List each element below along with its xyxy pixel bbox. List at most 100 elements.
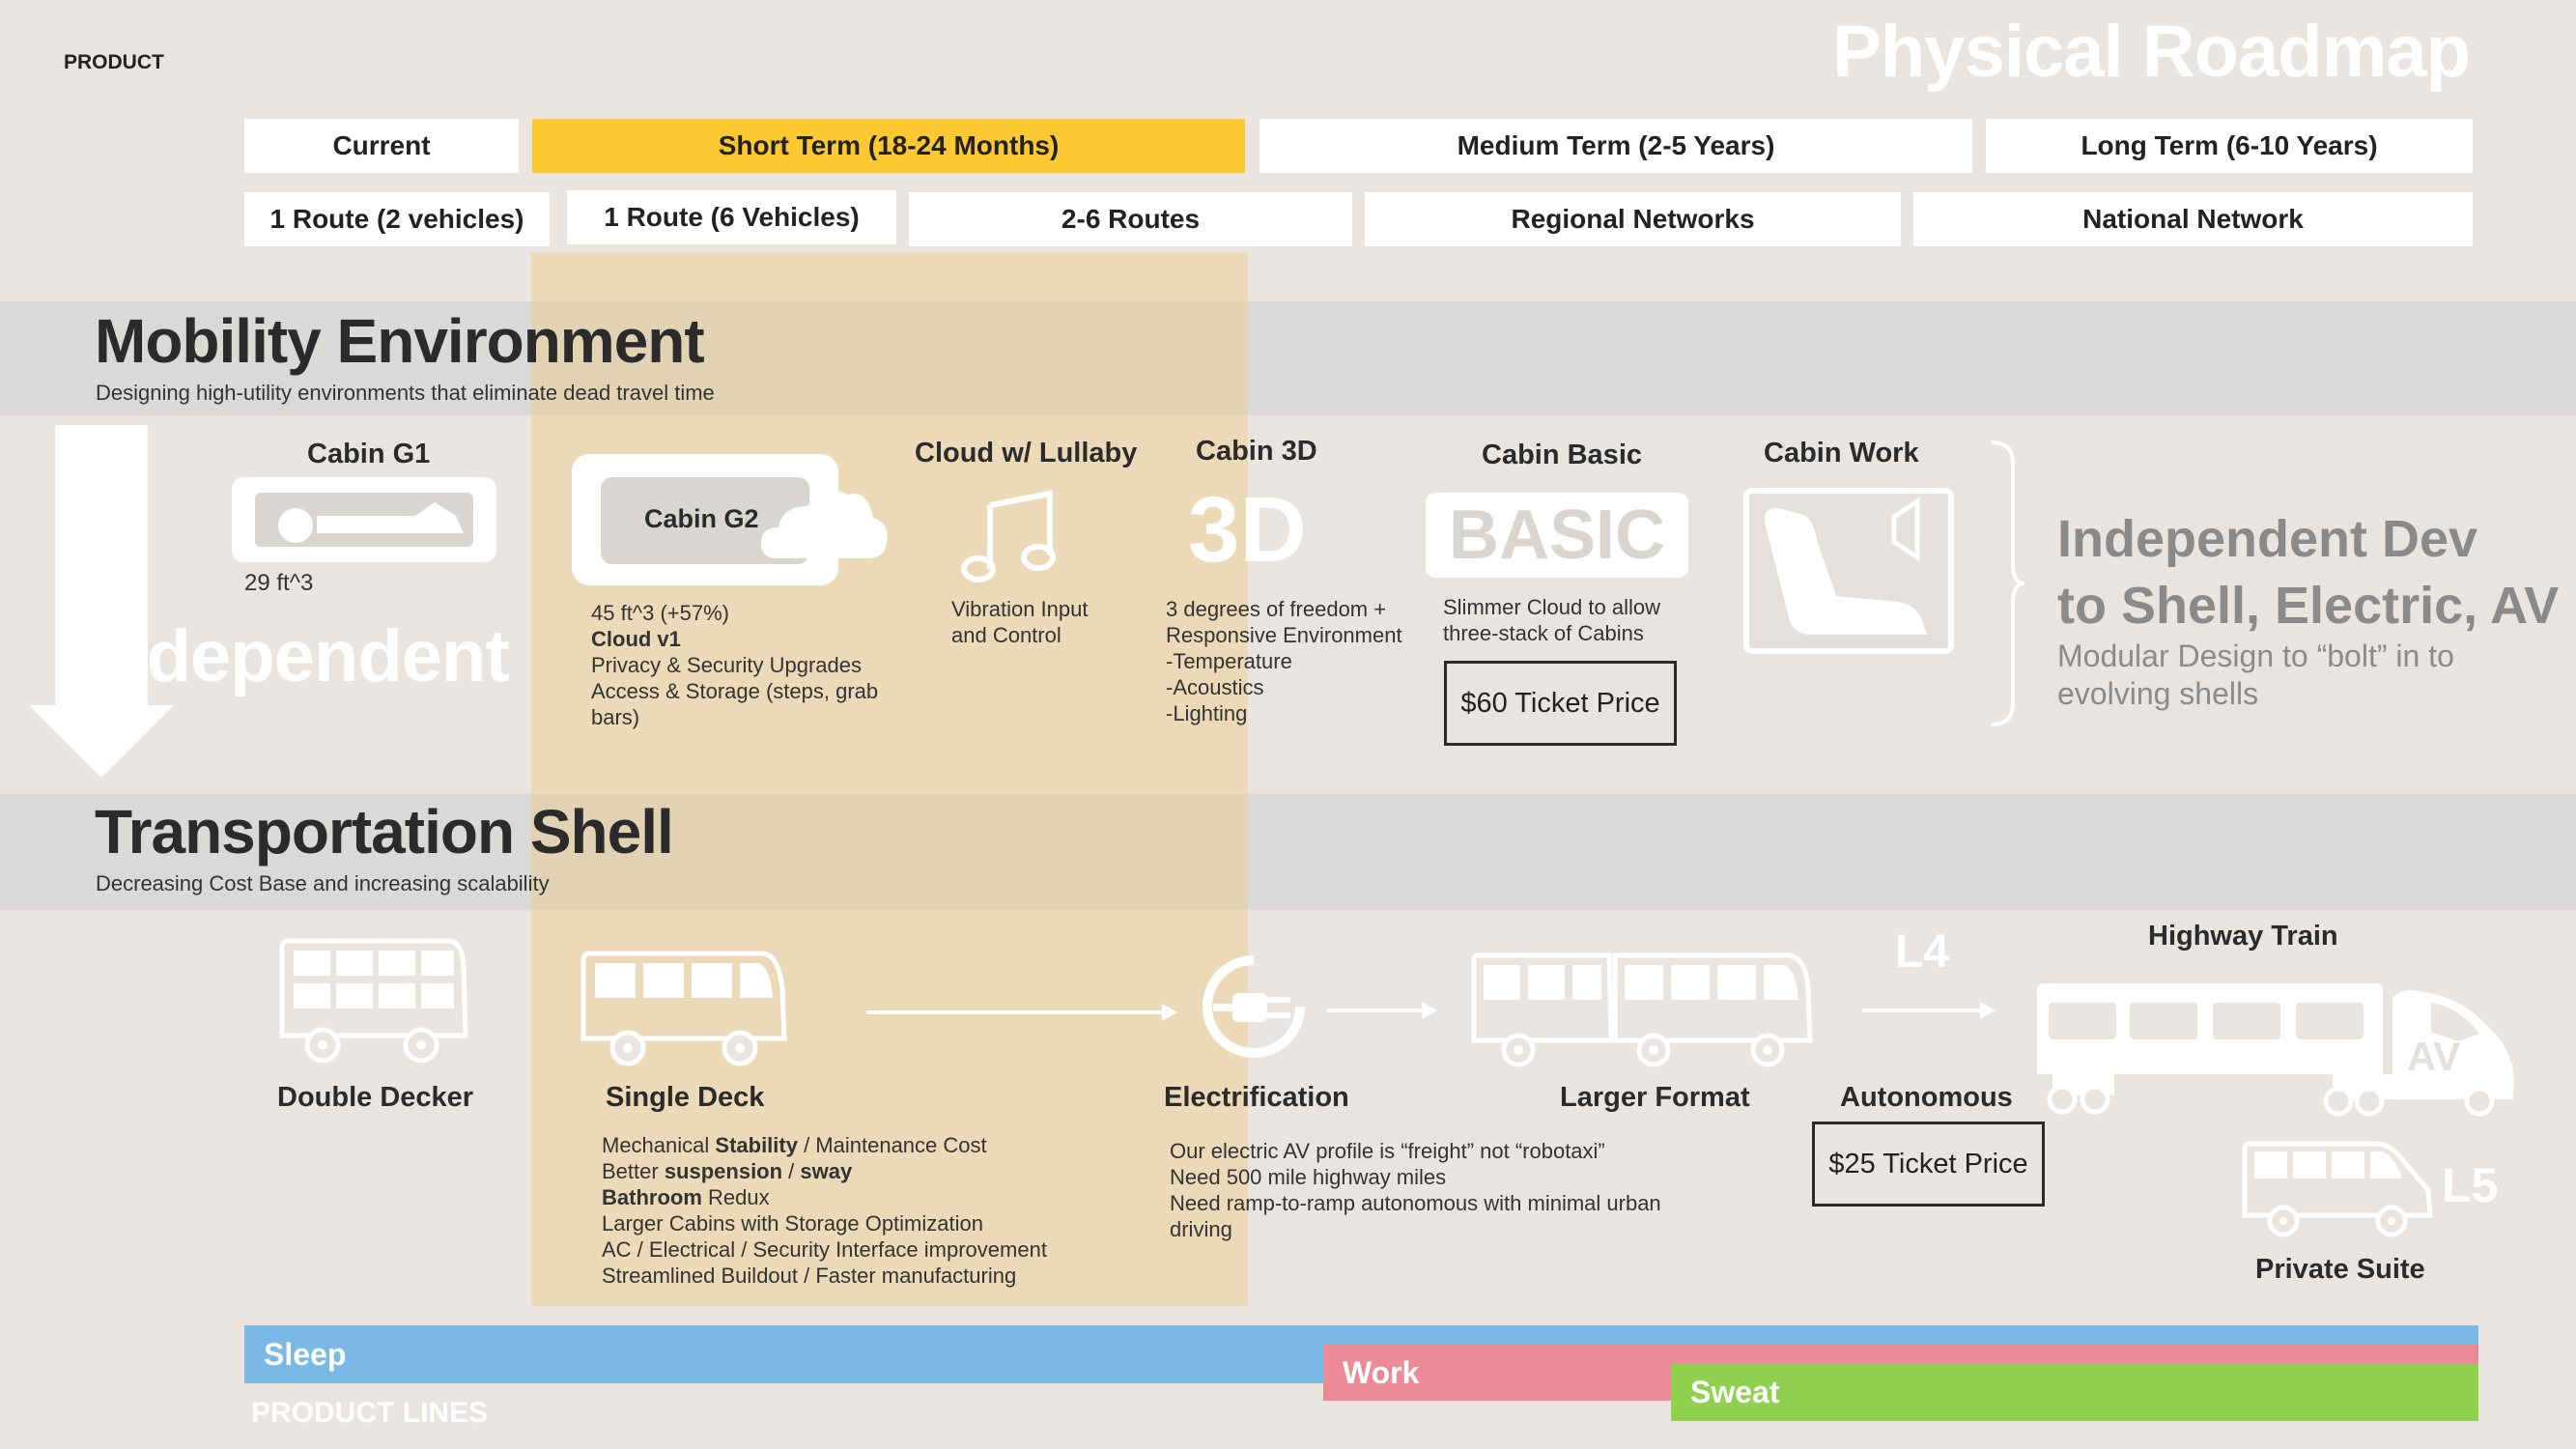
single-deck-bus-icon xyxy=(580,951,787,1066)
electrification-line1: Our electric AV profile is “freight” not… xyxy=(1170,1139,1605,1163)
seat-icon xyxy=(1743,488,1954,654)
route-5: National Network xyxy=(1913,192,2473,246)
shell-band xyxy=(0,794,2576,910)
cabin-basic-details: Slimmer Cloud to allow three-stack of Ca… xyxy=(1443,594,1660,646)
cabin-3d-line2: Responsive Environment xyxy=(1166,623,1402,647)
product-lines-label: PRODUCT LINES xyxy=(251,1397,489,1429)
autonomous-price: $25 Ticket Price xyxy=(1812,1122,2045,1207)
sweat-line: Sweat xyxy=(1671,1364,2478,1421)
sd-l1a: Mechanical xyxy=(602,1133,716,1157)
double-decker-bus-icon xyxy=(279,938,468,1064)
autonomous-label: Autonomous xyxy=(1840,1082,2013,1113)
av-label: AV xyxy=(2407,1034,2461,1079)
sd-l2d: sway xyxy=(800,1159,853,1183)
arrow-right-icon-3 xyxy=(1862,1002,1996,1019)
highway-train-label: Highway Train xyxy=(2148,921,2338,952)
term-current: Current xyxy=(244,119,519,173)
lullaby-details: Vibration Input and Control xyxy=(951,596,1088,648)
larger-format-label: Larger Format xyxy=(1560,1082,1750,1113)
independent-dev-line1: Independent Dev xyxy=(2057,510,2478,568)
mobility-band xyxy=(0,301,2576,415)
cabin-3d-line1: 3 degrees of freedom + xyxy=(1166,597,1387,621)
cabin-basic-line2: three-stack of Cabins xyxy=(1443,621,1644,645)
private-suite-label: Private Suite xyxy=(2255,1254,2425,1285)
term-short: Short Term (18-24 Months) xyxy=(532,119,1245,173)
product-label: PRODUCT xyxy=(64,51,164,73)
independent-word: Independent xyxy=(83,615,510,697)
sd-l2b: suspension xyxy=(664,1159,783,1183)
lullaby-line1: Vibration Input xyxy=(951,597,1089,621)
shell-title: Transportation Shell xyxy=(95,797,674,867)
sd-l3a: Bathroom xyxy=(602,1185,702,1209)
down-arrow-icon xyxy=(29,425,174,778)
independent-dev-line2: to Shell, Electric, AV xyxy=(2057,577,2560,635)
short-term-highlight xyxy=(531,253,1248,1306)
cabin-basic-icon: BASIC xyxy=(1426,493,1688,578)
private-suite-van-icon xyxy=(2242,1141,2433,1237)
electrification-label: Electrification xyxy=(1164,1082,1349,1113)
arrow-right-icon xyxy=(866,1004,1177,1021)
cabin-g1-label: Cabin G1 xyxy=(307,439,431,469)
route-3: 2-6 Routes xyxy=(909,192,1352,246)
cabin-g1-size: 29 ft^3 xyxy=(244,570,314,596)
music-note-icon xyxy=(961,490,1056,582)
sd-l1c: / Maintenance Cost xyxy=(797,1133,987,1157)
route-2: 1 Route (6 Vehicles) xyxy=(567,190,896,244)
cabin-g2-line3: bars) xyxy=(591,705,640,729)
electrification-details: Our electric AV profile is “freight” not… xyxy=(1170,1138,1661,1242)
l5-label: L5 xyxy=(2442,1158,2499,1212)
highway-train-icon xyxy=(2037,983,2514,1117)
cabin-basic-price: $60 Ticket Price xyxy=(1444,661,1677,746)
cabin-g2-cloud: Cloud v1 xyxy=(591,627,681,651)
single-deck-line3: Bathroom Redux xyxy=(602,1184,1047,1210)
cabin-g2-line1: Privacy & Security Upgrades xyxy=(591,653,862,677)
route-4: Regional Networks xyxy=(1365,192,1901,246)
single-deck-label: Single Deck xyxy=(606,1082,765,1113)
single-deck-line2: Better suspension / sway xyxy=(602,1158,1047,1184)
electric-plug-icon xyxy=(1203,955,1305,1058)
single-deck-details: Mechanical Stability / Maintenance Cost … xyxy=(602,1132,1047,1289)
cabin-basic-glyph: BASIC xyxy=(1448,497,1665,574)
cabin-3d-details: 3 degrees of freedom + Responsive Enviro… xyxy=(1166,596,1402,726)
cabin-g2-icon xyxy=(572,454,888,585)
single-deck-line4: Larger Cabins with Storage Optimization xyxy=(602,1211,983,1236)
cabin-3d-line4: -Acoustics xyxy=(1166,675,1264,699)
single-deck-line1: Mechanical Stability / Maintenance Cost xyxy=(602,1132,1047,1158)
cabin-3d-label: Cabin 3D xyxy=(1196,436,1317,467)
mobility-title: Mobility Environment xyxy=(95,306,705,376)
cabin-g1-icon xyxy=(232,477,496,562)
cabin-g2-label: Cabin G2 xyxy=(644,504,759,533)
sd-l2c: / xyxy=(782,1159,801,1183)
sd-l3b: Redux xyxy=(701,1185,770,1209)
cabin-work-label: Cabin Work xyxy=(1764,438,1919,469)
cabin-basic-label: Cabin Basic xyxy=(1482,440,1642,470)
single-deck-line5: AC / Electrical / Security Interface imp… xyxy=(602,1237,1047,1262)
mobility-subtitle: Designing high-utility environments that… xyxy=(96,381,715,405)
sd-l2a: Better xyxy=(602,1159,665,1183)
cabin-g2-size: 45 ft^3 (+57%) xyxy=(591,601,730,625)
cabin-3d-line3: -Temperature xyxy=(1166,649,1292,673)
arrow-right-icon-2 xyxy=(1327,1002,1437,1019)
cabin-3d-line5: -Lighting xyxy=(1166,701,1248,725)
lullaby-label: Cloud w/ Lullaby xyxy=(915,438,1138,469)
cabin-basic-line1: Slimmer Cloud to allow xyxy=(1443,595,1660,619)
cabin-g2-details: 45 ft^3 (+57%) Cloud v1 Privacy & Securi… xyxy=(591,600,878,730)
route-1: 1 Route (2 vehicles) xyxy=(244,192,550,246)
cabin-g2-line2: Access & Storage (steps, grab xyxy=(591,679,879,703)
single-deck-line6: Streamlined Buildout / Faster manufactur… xyxy=(602,1264,1017,1288)
term-medium: Medium Term (2-5 Years) xyxy=(1260,119,1972,173)
larger-format-bus-icon xyxy=(1471,952,1813,1067)
l4-label: L4 xyxy=(1895,926,1950,978)
sd-l1b: Stability xyxy=(715,1133,798,1157)
shell-subtitle: Decreasing Cost Base and increasing scal… xyxy=(96,871,550,895)
page-title: Physical Roadmap xyxy=(1832,11,2471,93)
lullaby-line2: and Control xyxy=(951,623,1062,647)
double-decker-label: Double Decker xyxy=(277,1082,474,1113)
electrification-line4: driving xyxy=(1170,1217,1232,1241)
independent-dev-line4: evolving shells xyxy=(2057,676,2259,711)
term-long: Long Term (6-10 Years) xyxy=(1986,119,2473,173)
bracket-icon xyxy=(1991,440,2025,726)
electrification-line3: Need ramp-to-ramp autonomous with minima… xyxy=(1170,1191,1661,1215)
independent-dev-line3: Modular Design to “bolt” in to xyxy=(2057,639,2454,673)
cabin-3d-glyph: 3D xyxy=(1188,478,1307,582)
